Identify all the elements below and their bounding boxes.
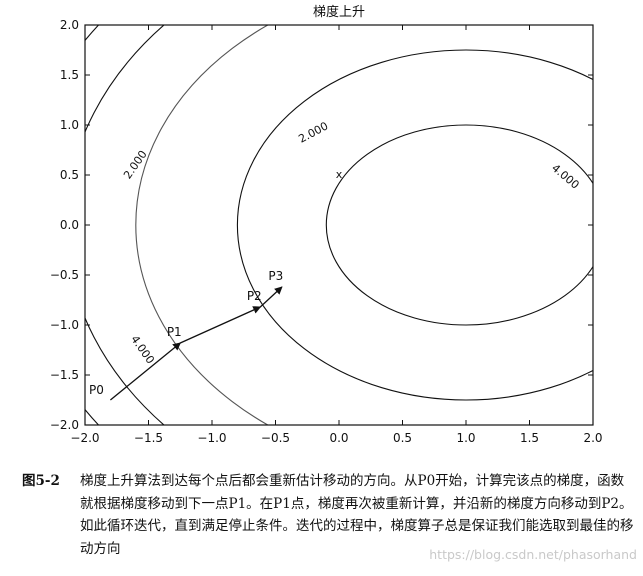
contour-line [135,25,270,425]
contour-lines [85,25,593,425]
y-axis-ticks: −2.0 −1.5 −1.0 −0.5 0.0 0.5 1.0 1.5 2.0 [50,18,593,432]
point-label: P1 [167,325,182,339]
gradient-arrow [179,306,262,344]
point-label: P2 [247,289,262,303]
contour-label: 4.000 [549,162,581,192]
point-label: P0 [89,383,104,397]
watermark: https://blog.csdn.net/phasorhand [429,547,637,562]
x-tick-label: −1.0 [197,431,226,445]
y-tick-label: −1.0 [50,318,79,332]
caption-label: 图5-2 [22,473,60,489]
chart-title: 梯度上升 [313,4,365,20]
contour-line [85,25,165,425]
y-tick-label: −2.0 [50,418,79,432]
figure-caption: 图5-2 梯度上升算法到达每个点后都会重新估计移动的方向。从P0开始，计算完该点… [22,470,634,560]
contour-line [85,25,100,425]
gradient-arrow [109,342,182,401]
point-label: P3 [268,269,283,283]
x-tick-label: 0.0 [329,431,348,445]
contour-label: 2.000 [296,119,330,145]
y-tick-label: 2.0 [60,18,79,32]
x-tick-label: 1.0 [456,431,475,445]
caption-text: 梯度上升算法到达每个点后都会重新估计移动的方向。从P0开始，计算完该点的梯度，函… [80,473,634,557]
x-axis-label: x [336,168,343,181]
gradient-arrow [259,286,283,308]
y-tick-label: 1.5 [60,68,79,82]
y-tick-label: 0.5 [60,168,79,182]
y-tick-label: 1.0 [60,118,79,132]
x-tick-label: 1.5 [520,431,539,445]
y-tick-label: −1.5 [50,368,79,382]
x-tick-label: 0.5 [393,431,412,445]
x-axis-ticks: −2.0 −1.5 −1.0 −0.5 0.0 0.5 1.0 1.5 2.0 [70,25,603,445]
y-tick-label: 0.0 [60,218,79,232]
x-tick-label: −0.5 [261,431,290,445]
x-tick-label: −1.5 [134,431,163,445]
y-tick-label: −0.5 [50,268,79,282]
contour-line [236,49,593,401]
contour-label: 4.000 [128,333,157,366]
x-tick-label: −2.0 [70,431,99,445]
gradient-arrows [109,286,283,401]
contour-line [325,124,593,326]
plot-frame [84,24,594,426]
point-labels: P0 P1 P2 P3 [89,269,283,397]
x-tick-label: 2.0 [583,431,602,445]
